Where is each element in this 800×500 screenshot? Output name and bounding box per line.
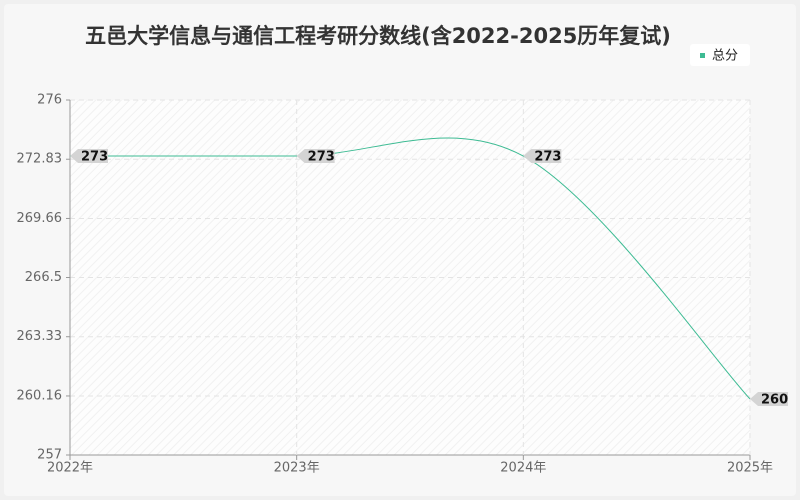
legend-swatch — [700, 53, 705, 58]
data-label: 273 — [534, 150, 561, 165]
x-tick-label: 2022年 — [47, 461, 93, 476]
x-tick-label: 2024年 — [500, 461, 546, 476]
legend-box — [690, 44, 750, 66]
legend-label: 总分 — [712, 49, 738, 64]
label-tag — [523, 149, 562, 164]
data-label: 273 — [308, 150, 335, 165]
x-tick-label: 2025年 — [727, 461, 773, 476]
data-label: 260 — [761, 392, 788, 407]
x-tick-label: 2023年 — [274, 461, 320, 476]
y-tick-label: 260.16 — [17, 388, 63, 403]
data-label: 273 — [81, 150, 108, 165]
line — [69, 137, 751, 400]
y-tick-label: 276 — [37, 93, 62, 108]
y-tick-label: 266.5 — [25, 270, 62, 285]
label-tag — [296, 149, 335, 164]
y-tick-label: 263.33 — [17, 329, 63, 344]
label-tag — [70, 149, 108, 164]
plot-area — [70, 100, 750, 455]
chart-title: 五邑大学信息与通信工程考研分数线(含2022-2025历年复试) — [85, 24, 671, 48]
y-tick-label: 272.83 — [17, 152, 63, 167]
y-tick-label: 257 — [37, 448, 62, 463]
y-tick-label: 269.66 — [17, 211, 63, 226]
label-tag — [750, 391, 788, 406]
